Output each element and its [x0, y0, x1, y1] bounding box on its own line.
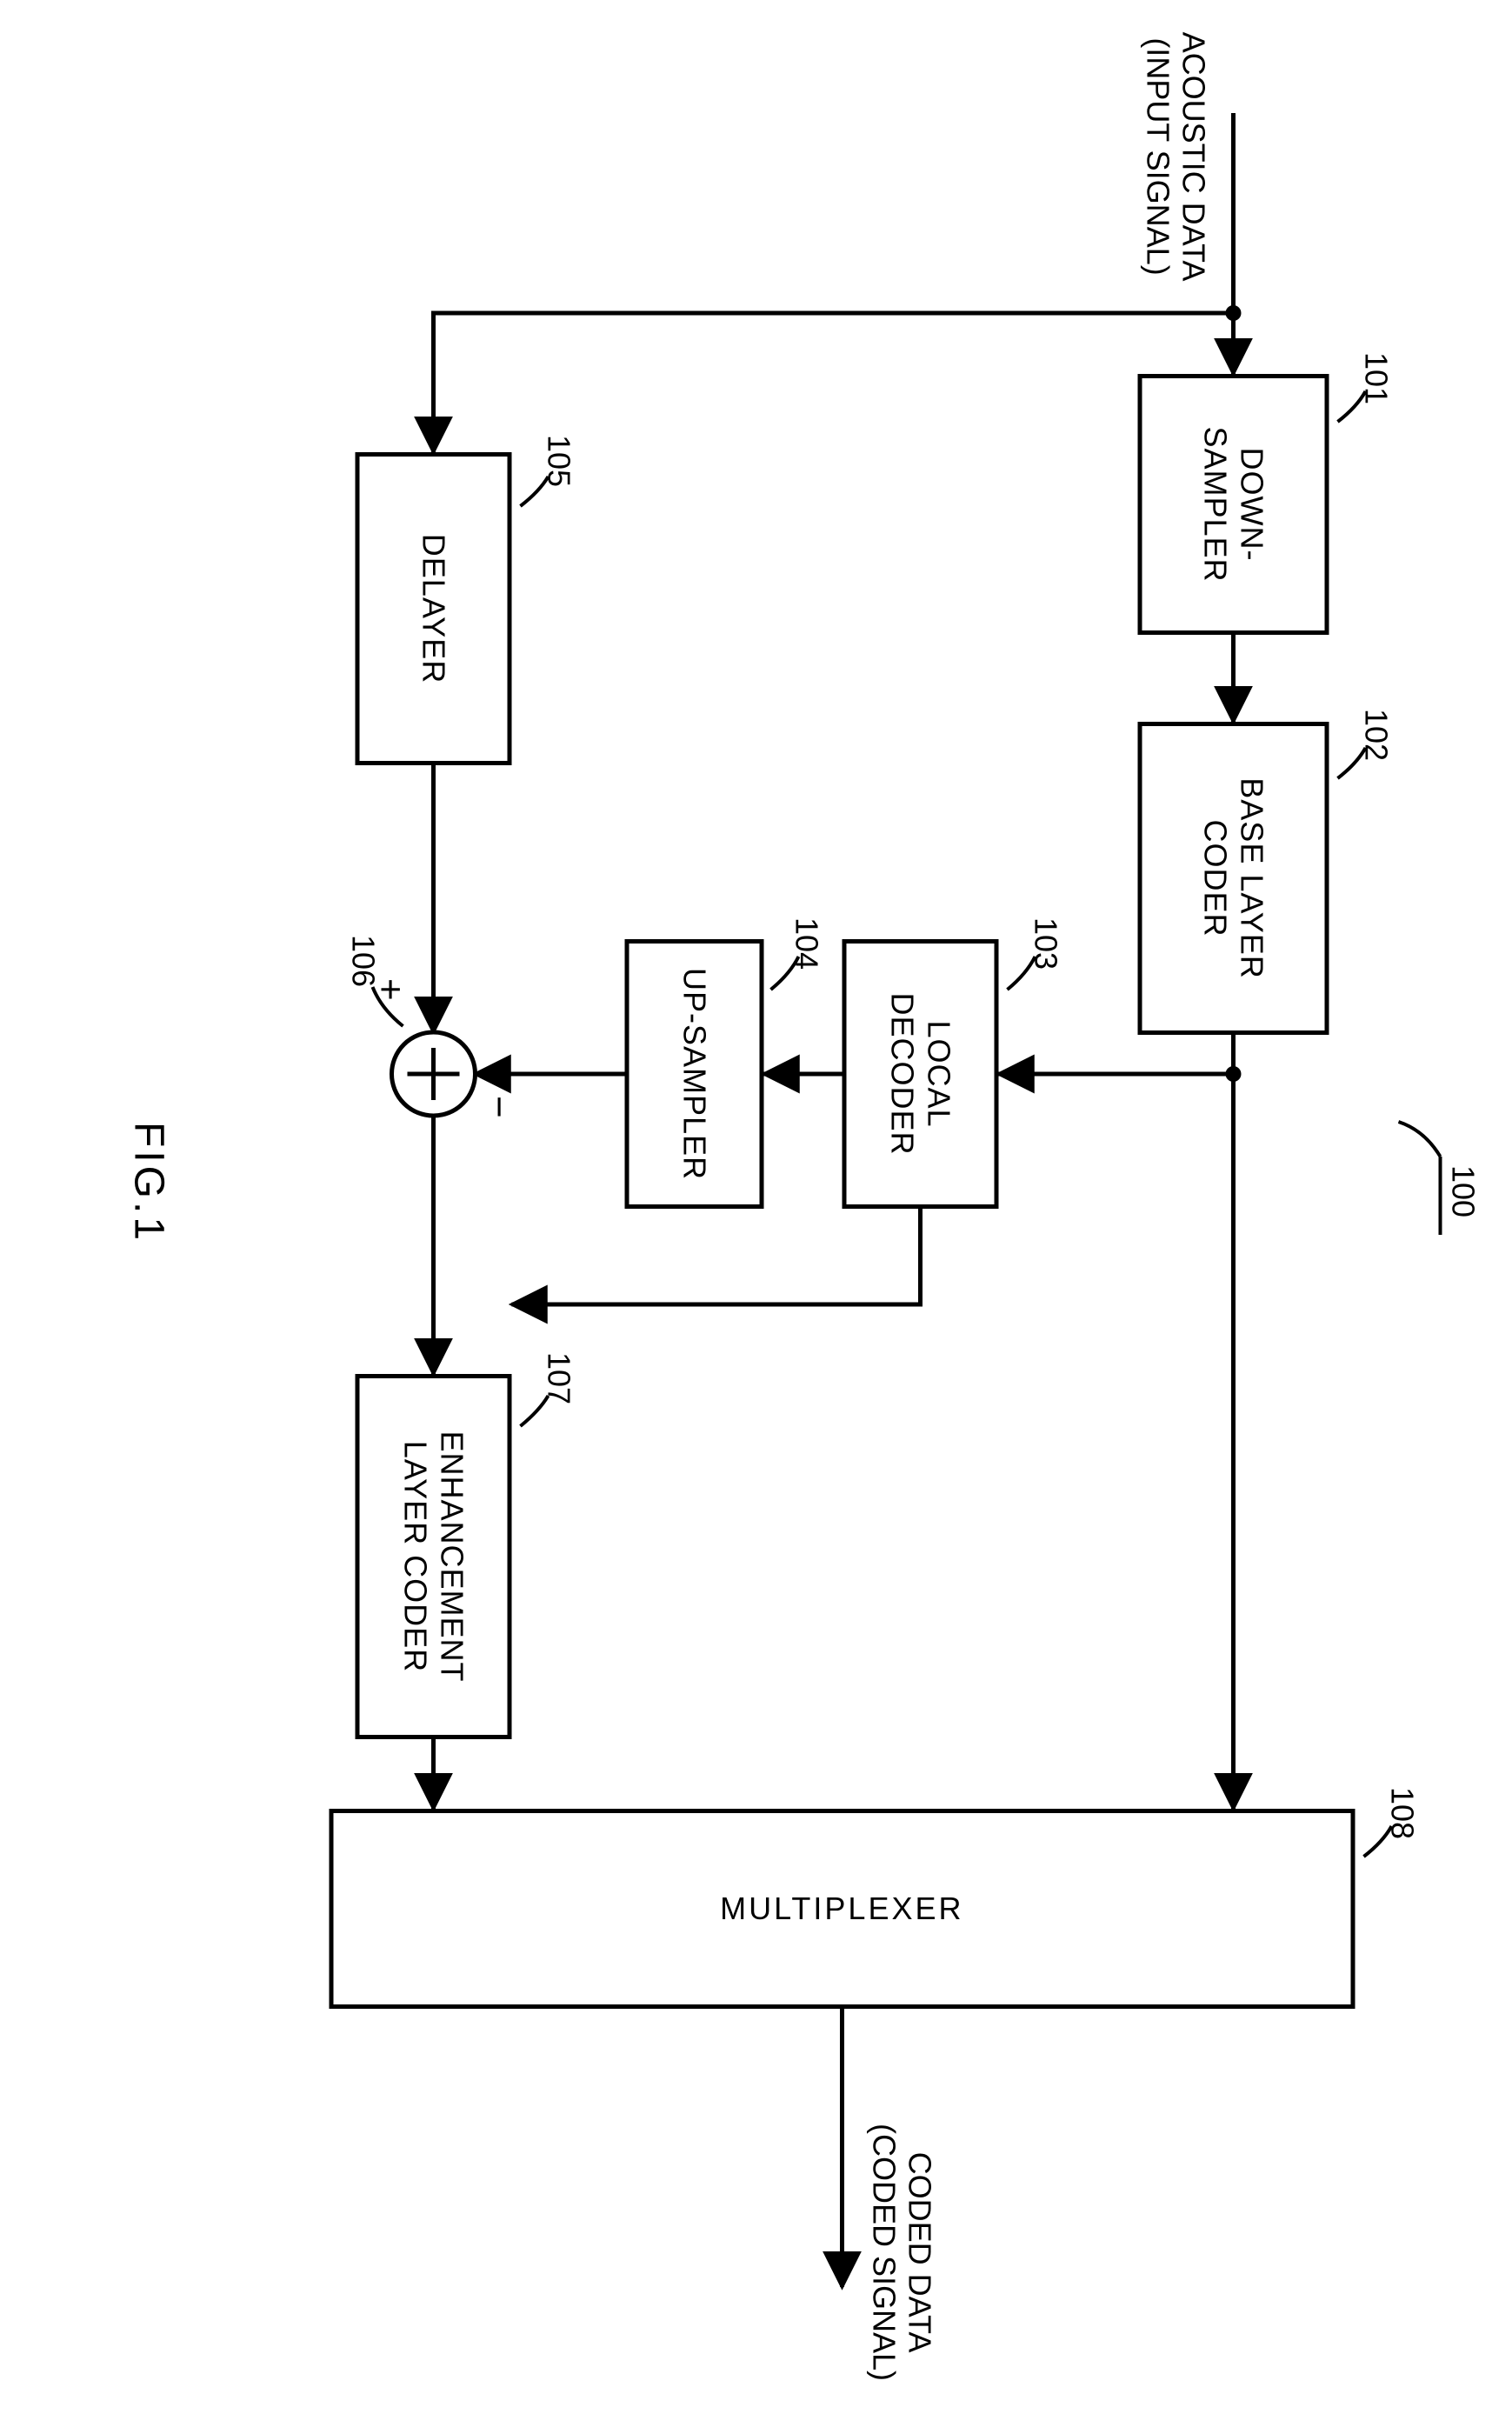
figure-caption: FIG.1 [125, 1122, 173, 1244]
output-signal-label: CODED DATA (CODED SIGNAL) [866, 2096, 938, 2409]
base-layer-coder-block: BASE LAYER CODER [1138, 722, 1329, 1035]
enhancement-layer-coder-block: ENHANCEMENT LAYER CODER [356, 1374, 512, 1739]
diagram-canvas: DOWN- SAMPLER BASE LAYER CODER LOCAL DEC… [0, 0, 1512, 2414]
multiplexer-block: MULTIPLEXER [330, 1809, 1355, 2009]
ref-106: 106 [345, 935, 382, 987]
ref-104: 104 [789, 917, 825, 970]
local-decoder-block: LOCAL DECODER [843, 939, 999, 1209]
delayer-block: DELAYER [356, 452, 512, 765]
ref-102: 102 [1358, 709, 1395, 761]
input-signal-label: ACOUSTIC DATA (INPUT SIGNAL) [1140, 17, 1212, 296]
ref-107: 107 [541, 1352, 577, 1404]
ref-105: 105 [541, 435, 577, 487]
up-sampler-block: UP-SAMPLER [625, 939, 764, 1209]
local-decoder-label: LOCAL DECODER [884, 992, 957, 1155]
delayer-label: DELAYER [416, 534, 452, 684]
base-layer-coder-label: BASE LAYER CODER [1197, 777, 1270, 978]
multiplexer-label: MULTIPLEXER [720, 1891, 963, 1927]
up-sampler-label: UP-SAMPLER [676, 968, 713, 1180]
ref-101: 101 [1358, 352, 1395, 404]
down-sampler-block: DOWN- SAMPLER [1138, 374, 1329, 635]
ref-100: 100 [1445, 1165, 1482, 1217]
enhancement-layer-coder-label: ENHANCEMENT LAYER CODER [397, 1430, 470, 1682]
ref-103: 103 [1028, 917, 1064, 970]
down-sampler-label: DOWN- SAMPLER [1197, 426, 1270, 582]
ref-108: 108 [1384, 1787, 1421, 1839]
summer-minus-label: − [477, 1096, 521, 1118]
